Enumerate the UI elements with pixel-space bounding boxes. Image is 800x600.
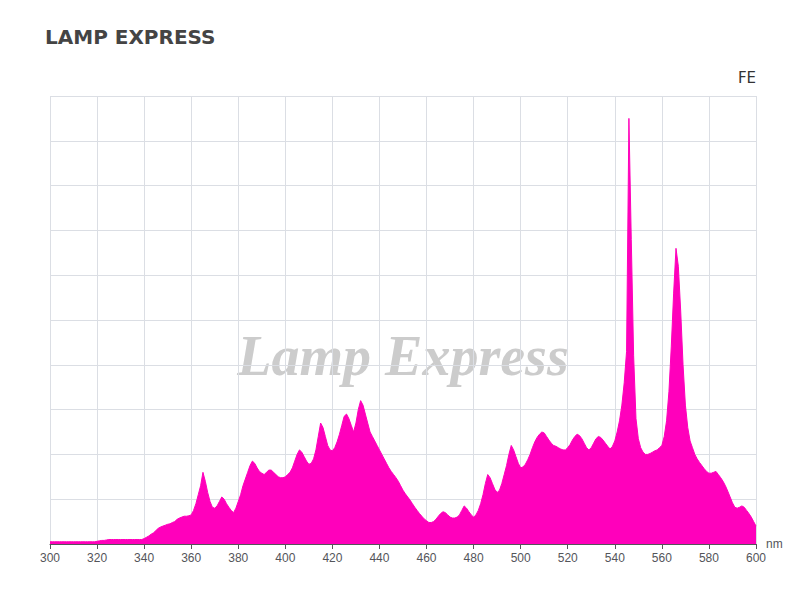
svg-text:460: 460: [417, 551, 437, 565]
svg-text:340: 340: [134, 551, 154, 565]
svg-text:540: 540: [605, 551, 625, 565]
svg-text:580: 580: [699, 551, 719, 565]
svg-text:520: 520: [558, 551, 578, 565]
svg-text:320: 320: [87, 551, 107, 565]
svg-text:300: 300: [40, 551, 60, 565]
svg-text:600: 600: [746, 551, 766, 565]
svg-text:380: 380: [228, 551, 248, 565]
svg-text:480: 480: [464, 551, 484, 565]
svg-text:420: 420: [322, 551, 342, 565]
svg-text:FE: FE: [738, 69, 756, 87]
svg-text:LAMP EXPRESS: LAMP EXPRESS: [45, 25, 215, 49]
svg-text:560: 560: [652, 551, 672, 565]
svg-text:nm: nm: [766, 537, 783, 551]
svg-text:Lamp Express: Lamp Express: [236, 325, 568, 387]
svg-text:500: 500: [511, 551, 531, 565]
svg-text:360: 360: [181, 551, 201, 565]
svg-text:400: 400: [275, 551, 295, 565]
svg-text:440: 440: [369, 551, 389, 565]
